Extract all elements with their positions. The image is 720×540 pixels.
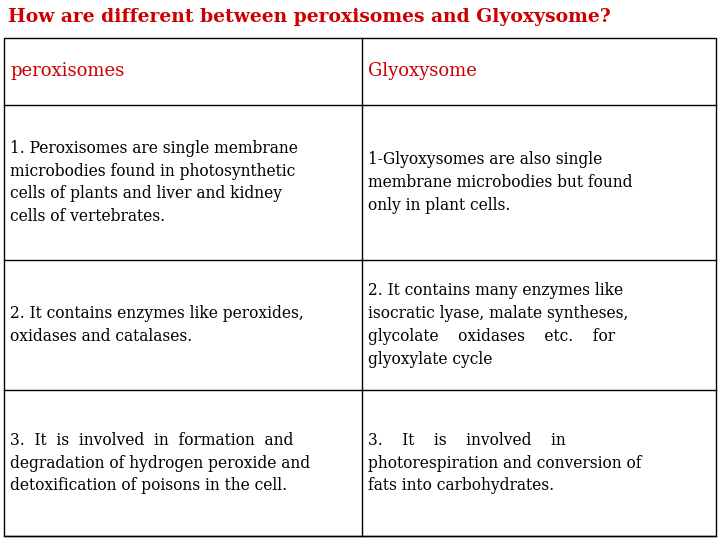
Text: Glyoxysome: Glyoxysome: [368, 63, 477, 80]
Text: 2. It contains enzymes like peroxides,
oxidases and catalases.: 2. It contains enzymes like peroxides, o…: [10, 305, 304, 345]
Text: 1. Peroxisomes are single membrane
microbodies found in photosynthetic
cells of : 1. Peroxisomes are single membrane micro…: [10, 140, 298, 225]
Text: peroxisomes: peroxisomes: [10, 63, 125, 80]
Text: 2. It contains many enzymes like
isocratic lyase, malate syntheses,
glycolate   : 2. It contains many enzymes like isocrat…: [368, 282, 629, 368]
Text: 3.  It  is  involved  in  formation  and
degradation of hydrogen peroxide and
de: 3. It is involved in formation and degra…: [10, 431, 310, 494]
Text: 1-Glyoxysomes are also single
membrane microbodies but found
only in plant cells: 1-Glyoxysomes are also single membrane m…: [368, 151, 632, 214]
Text: How are different between peroxisomes and Glyoxysome?: How are different between peroxisomes an…: [8, 8, 611, 26]
Text: 3.    It    is    involved    in
photorespiration and conversion of
fats into ca: 3. It is involved in photorespiration an…: [368, 431, 642, 494]
